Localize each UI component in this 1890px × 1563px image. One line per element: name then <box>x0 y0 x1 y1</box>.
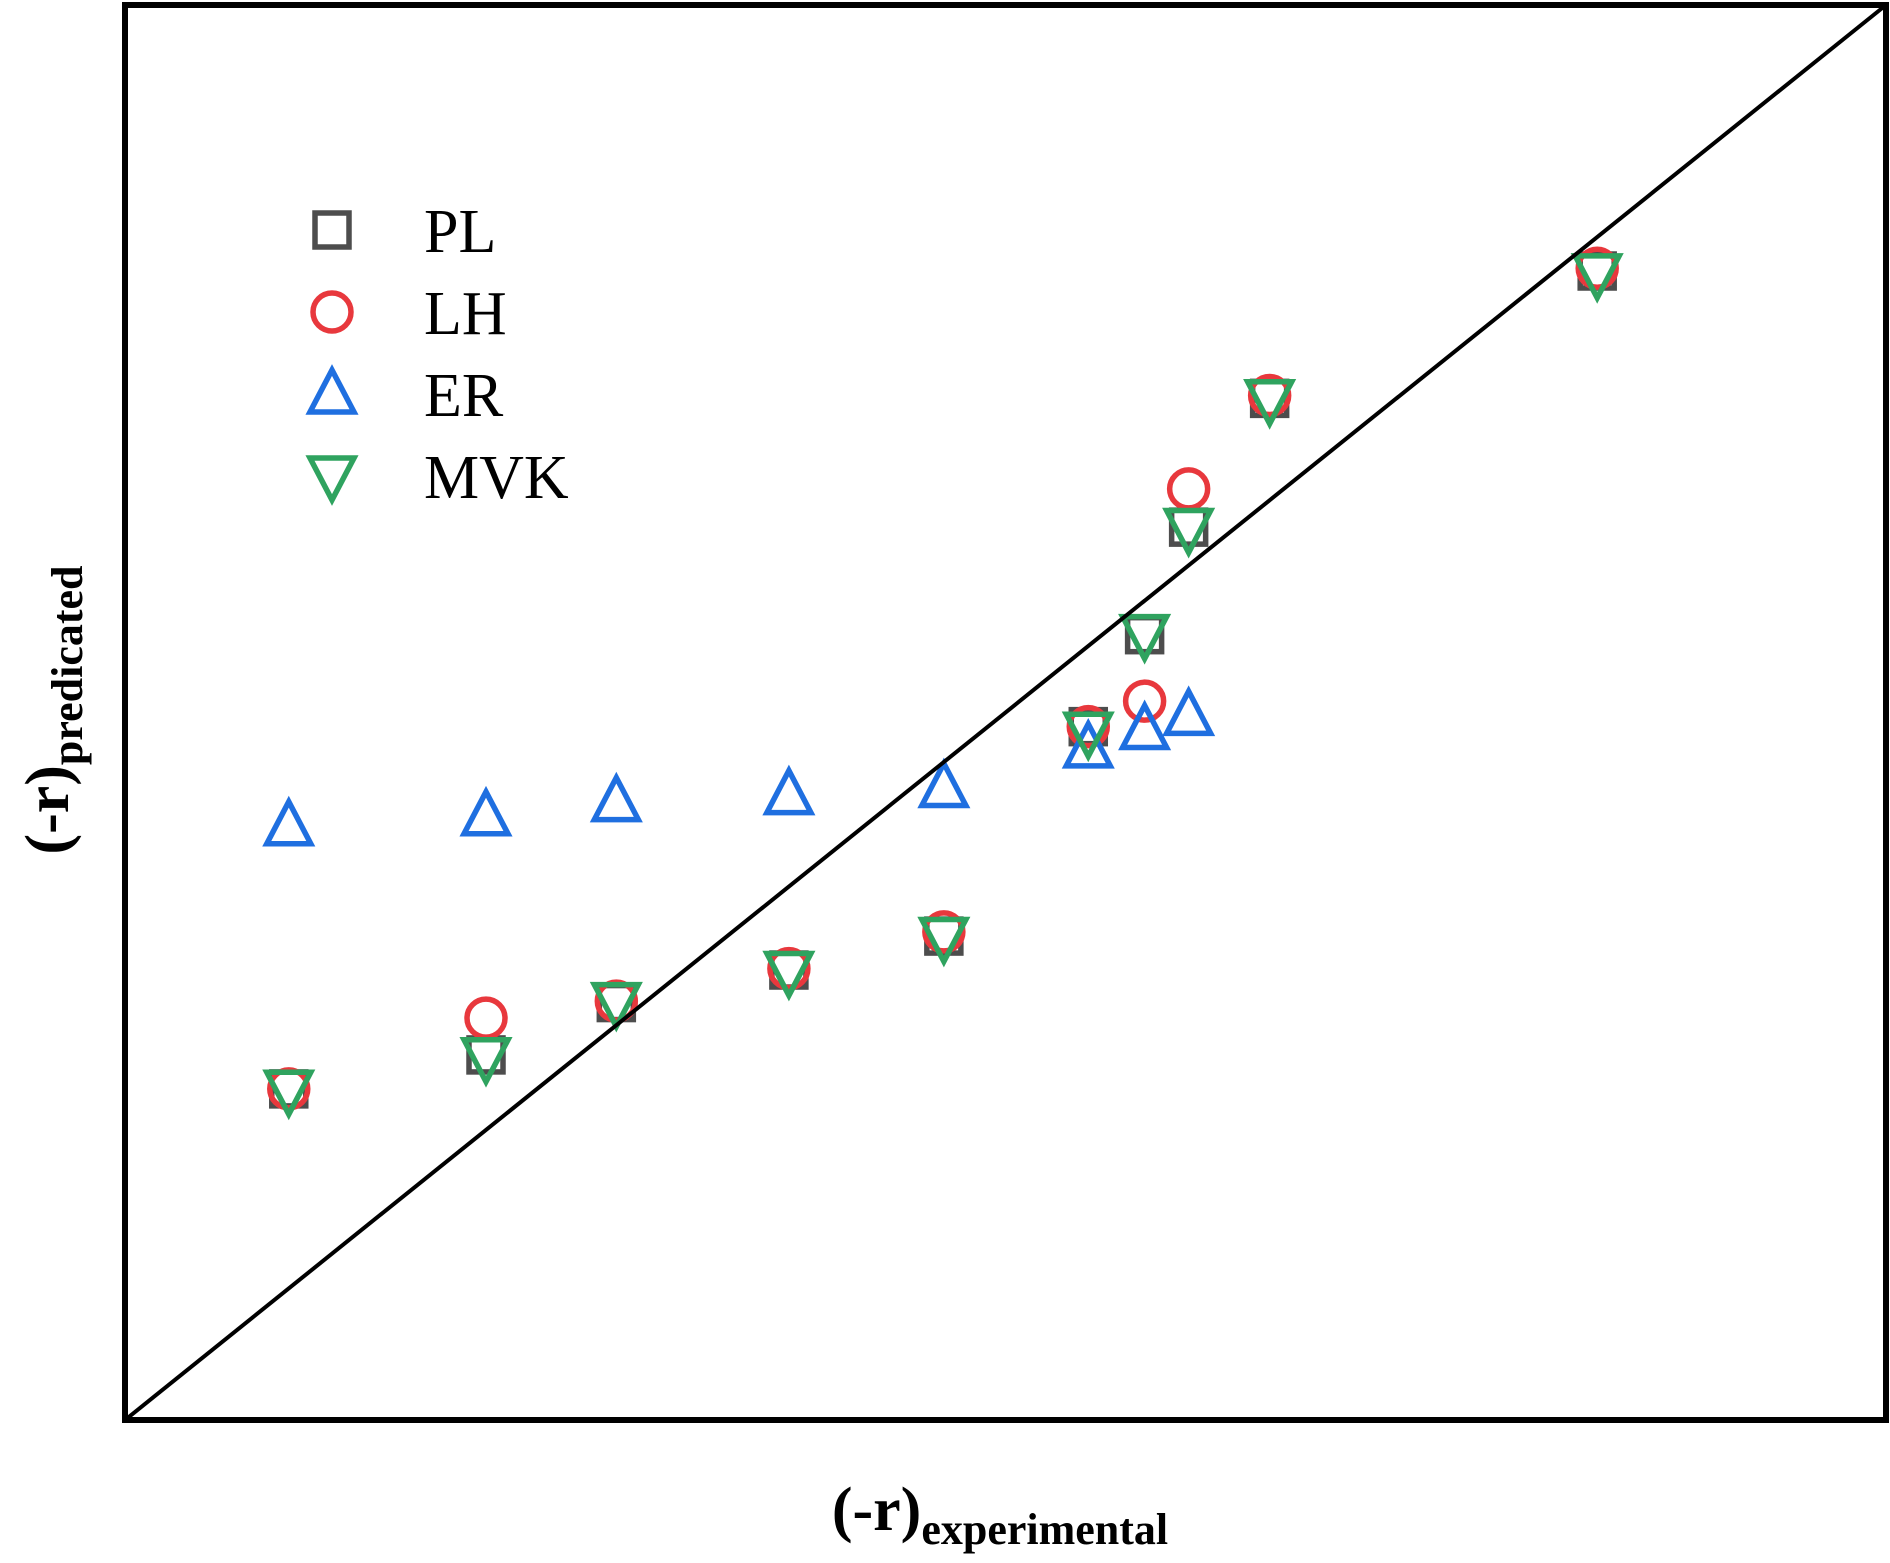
data-point-mvk <box>762 950 816 1002</box>
legend-item-pl: PL <box>312 198 496 266</box>
data-point-lh <box>1166 467 1211 511</box>
legend-label: PL <box>424 198 496 266</box>
data-point-lh <box>922 910 966 954</box>
data-point-mvk <box>1570 253 1624 304</box>
data-point-mvk <box>917 916 971 968</box>
data-point-lh <box>464 996 508 1040</box>
plot-frame <box>122 2 1889 1423</box>
legend: PL LH ER MVK <box>305 198 569 512</box>
series-lh <box>267 246 1619 1111</box>
data-point-mvk <box>589 981 643 1033</box>
series-er <box>262 685 1216 847</box>
legend-marker-circle <box>310 290 354 334</box>
legend-item-mvk: MVK <box>305 444 569 512</box>
data-point-lh <box>1066 704 1111 749</box>
legend-item-er: ER <box>305 362 504 430</box>
data-point-er <box>1162 685 1216 737</box>
data-point-mvk <box>1162 507 1216 559</box>
data-point-mvk <box>459 1037 513 1088</box>
data-point-lh <box>1575 246 1619 290</box>
data-point-er <box>459 785 513 837</box>
data-point-lh <box>1122 679 1167 723</box>
legend-marker-triangle-up <box>305 364 359 415</box>
data-points <box>262 246 1624 1121</box>
parity-line <box>123 3 1888 1422</box>
legend-label: ER <box>424 362 504 430</box>
data-point-er <box>262 795 316 847</box>
data-point-er <box>1061 717 1115 769</box>
data-point-mvk <box>1243 379 1297 430</box>
data-point-mvk <box>262 1069 316 1121</box>
legend-marker-square <box>312 210 352 250</box>
data-point-lh <box>767 946 811 991</box>
legend-label: MVK <box>424 444 569 512</box>
data-point-er <box>1118 699 1172 751</box>
data-point-mvk <box>1061 711 1115 763</box>
legend-label: LH <box>424 280 507 348</box>
data-point-er <box>589 771 643 823</box>
data-point-mvk <box>1118 613 1172 665</box>
data-point-er <box>762 764 816 816</box>
legend-item-lh: LH <box>310 280 507 348</box>
data-point-lh <box>1247 373 1292 418</box>
data-point-er <box>917 757 971 809</box>
x-axis-label: (-r)experimental <box>832 1476 1168 1554</box>
y-axis-label: (-r)predicated <box>14 565 92 854</box>
legend-marker-triangle-down <box>305 455 359 506</box>
series-mvk <box>262 253 1624 1121</box>
